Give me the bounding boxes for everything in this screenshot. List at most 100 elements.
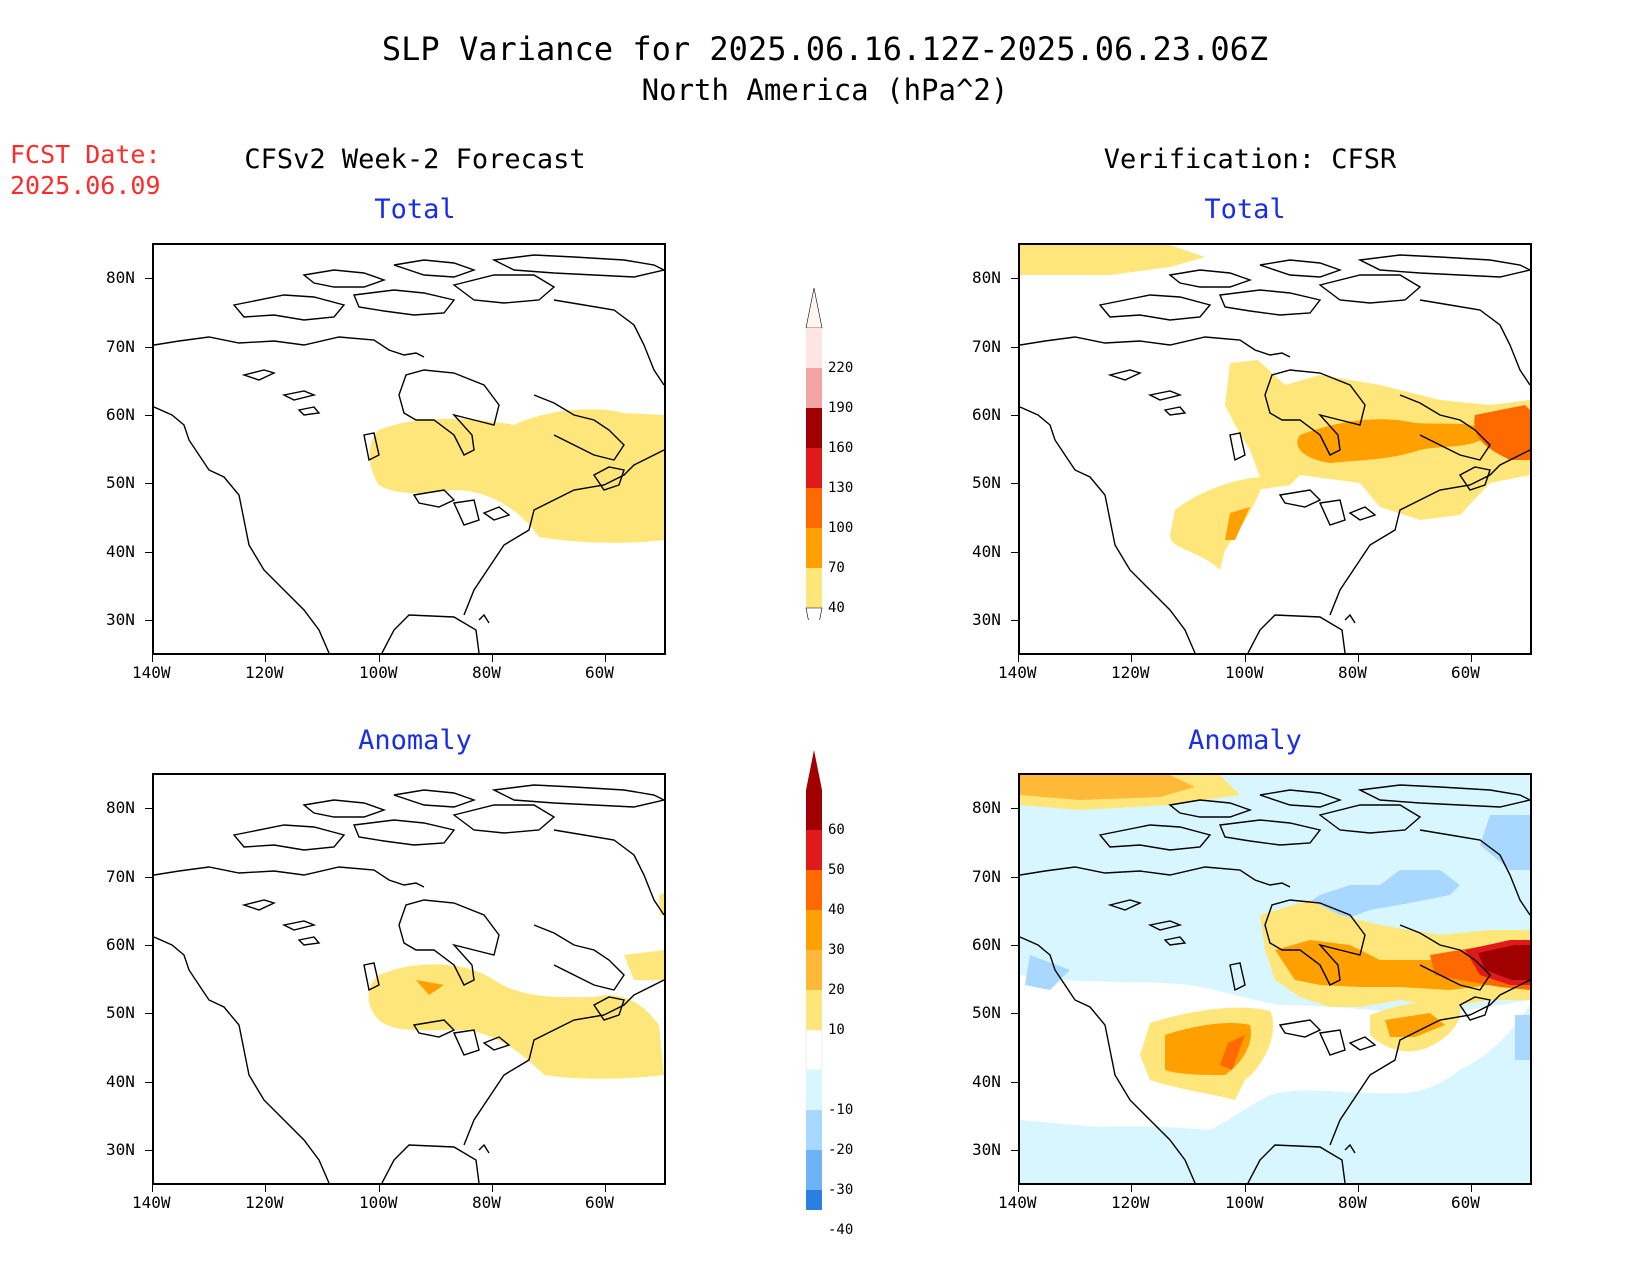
coastline-segment [302, 269, 387, 288]
coastline-segment [1107, 899, 1142, 911]
coastline-segment [154, 936, 330, 1183]
lat-tick-label: 70N [972, 337, 1001, 356]
coastline-fcst-anomaly [154, 784, 664, 1183]
coastline-segment [398, 369, 500, 456]
lat-tick-label: 30N [106, 1140, 135, 1159]
lat-tick-label: 50N [106, 473, 135, 492]
lat-tick-mark [1011, 278, 1018, 279]
coastline-segment [1399, 924, 1491, 991]
coastline-segment [1229, 962, 1246, 992]
lat-tick-mark [1011, 877, 1018, 878]
colorbar-anomaly-tick-label: 10 [828, 1022, 845, 1038]
lon-tick-mark [152, 1185, 153, 1192]
lat-tick-label: 30N [106, 610, 135, 629]
fcst-date-value: 2025.06.09 [10, 171, 161, 200]
lon-tick-label: 100W [1225, 663, 1264, 682]
coastline-segment [1348, 1036, 1377, 1051]
coastline-segment [1357, 784, 1530, 808]
coastline-segment [297, 936, 321, 946]
lat-tick-label: 30N [972, 610, 1001, 629]
lat-tick-label: 40N [106, 1072, 135, 1091]
lat-tick-label: 50N [972, 1003, 1001, 1022]
coastline-segment [1163, 406, 1187, 416]
lat-tick-label: 40N [972, 542, 1001, 561]
colorbar-total-tick-label: 220 [828, 360, 854, 376]
coastline-segment [1344, 1143, 1356, 1154]
coastline-segment [1020, 866, 1291, 888]
lat-tick-mark [1011, 1013, 1018, 1014]
lat-tick-mark [145, 415, 152, 416]
lon-tick-label: 80W [1338, 1193, 1367, 1212]
coastline-segment [1419, 299, 1530, 386]
lat-tick-label: 50N [106, 1003, 135, 1022]
coastline-segment [1318, 274, 1422, 304]
coastline-segment [232, 294, 346, 321]
coastline-segment [1147, 920, 1183, 931]
right-column-title: Verification: CFSR [1103, 144, 1397, 175]
colorbar-anomaly-swatch [806, 950, 822, 990]
lat-tick-mark [1011, 945, 1018, 946]
lon-tick-label: 80W [472, 663, 501, 682]
lon-tick-label: 120W [245, 1193, 284, 1212]
lon-tick-mark [152, 655, 153, 662]
colorbar-total-tick-label: 190 [828, 400, 854, 416]
lon-tick-mark [1245, 1185, 1246, 1192]
coastline-ver-total [1020, 254, 1530, 653]
coastline-segment [1329, 979, 1530, 1146]
colorbar-total-tick-label: 130 [828, 480, 854, 496]
lon-tick-label: 60W [1451, 663, 1480, 682]
colorbar-anomaly-tick-label: 20 [828, 982, 845, 998]
colorbar-anomaly-tick-label: 50 [828, 862, 845, 878]
coastline-segment [533, 924, 625, 991]
lat-tick-mark [145, 552, 152, 553]
coastline-segment [393, 259, 477, 278]
coastline-segment [553, 829, 664, 916]
lat-tick-label: 60N [972, 935, 1001, 954]
lon-tick-label: 120W [1111, 663, 1150, 682]
colorbar-anomaly-swatch [806, 1150, 822, 1190]
lon-tick-label: 60W [585, 663, 614, 682]
coastline-segment [1247, 614, 1346, 653]
colorbar-anomaly-tick-label: 30 [828, 942, 845, 958]
lat-tick-mark [1011, 415, 1018, 416]
chart-title: SLP Variance for 2025.06.16.12Z-2025.06.… [381, 30, 1269, 68]
lat-tick-mark [1011, 552, 1018, 553]
coastline-segment [381, 614, 480, 653]
colorbar-total-swatch [806, 568, 822, 608]
colorbar-total-tick-label: 40 [828, 600, 845, 616]
lon-tick-mark [1358, 655, 1359, 662]
lat-tick-mark [1011, 483, 1018, 484]
coastline-segment [1259, 789, 1343, 808]
coastline-segment [1318, 1029, 1346, 1056]
coastline-segment [363, 432, 380, 462]
panel-title-ver-total: Total [1204, 194, 1286, 225]
coastline-segment [1399, 394, 1491, 461]
lat-tick-label: 80N [972, 798, 1001, 817]
chart-subtitle: North America (hPa^2) [641, 73, 1009, 107]
colorbar-anomaly-tick-label: -30 [828, 1182, 854, 1198]
lon-tick-label: 140W [998, 663, 1037, 682]
coastline-segment [1218, 289, 1322, 316]
coastline-segment [398, 899, 500, 986]
coastline-segment [232, 824, 346, 851]
colorbar-total-tick-label: 100 [828, 520, 854, 536]
coastline-segment [1318, 804, 1422, 834]
colorbar-anomaly [805, 750, 823, 1210]
coastline-segment [1259, 259, 1343, 278]
coastline-segment [592, 466, 625, 491]
coastline-ver-anomaly [1020, 784, 1530, 1183]
coastline-segment [482, 1036, 511, 1051]
coastline-segment [1278, 489, 1322, 508]
lon-tick-label: 100W [359, 663, 398, 682]
colorbar-total-swatch [806, 328, 822, 368]
lat-tick-mark [145, 1150, 152, 1151]
coastline-fcst-total [154, 254, 664, 653]
coastline-segment [281, 390, 317, 401]
colorbar-total-swatch [806, 408, 822, 448]
coastline-segment [1278, 1019, 1322, 1038]
coastline-segment [452, 499, 480, 526]
lat-tick-mark [1011, 347, 1018, 348]
colorbar-total-tick-label: 160 [828, 440, 854, 456]
coastline-segment [1458, 466, 1491, 491]
coastline-segment [154, 336, 425, 358]
